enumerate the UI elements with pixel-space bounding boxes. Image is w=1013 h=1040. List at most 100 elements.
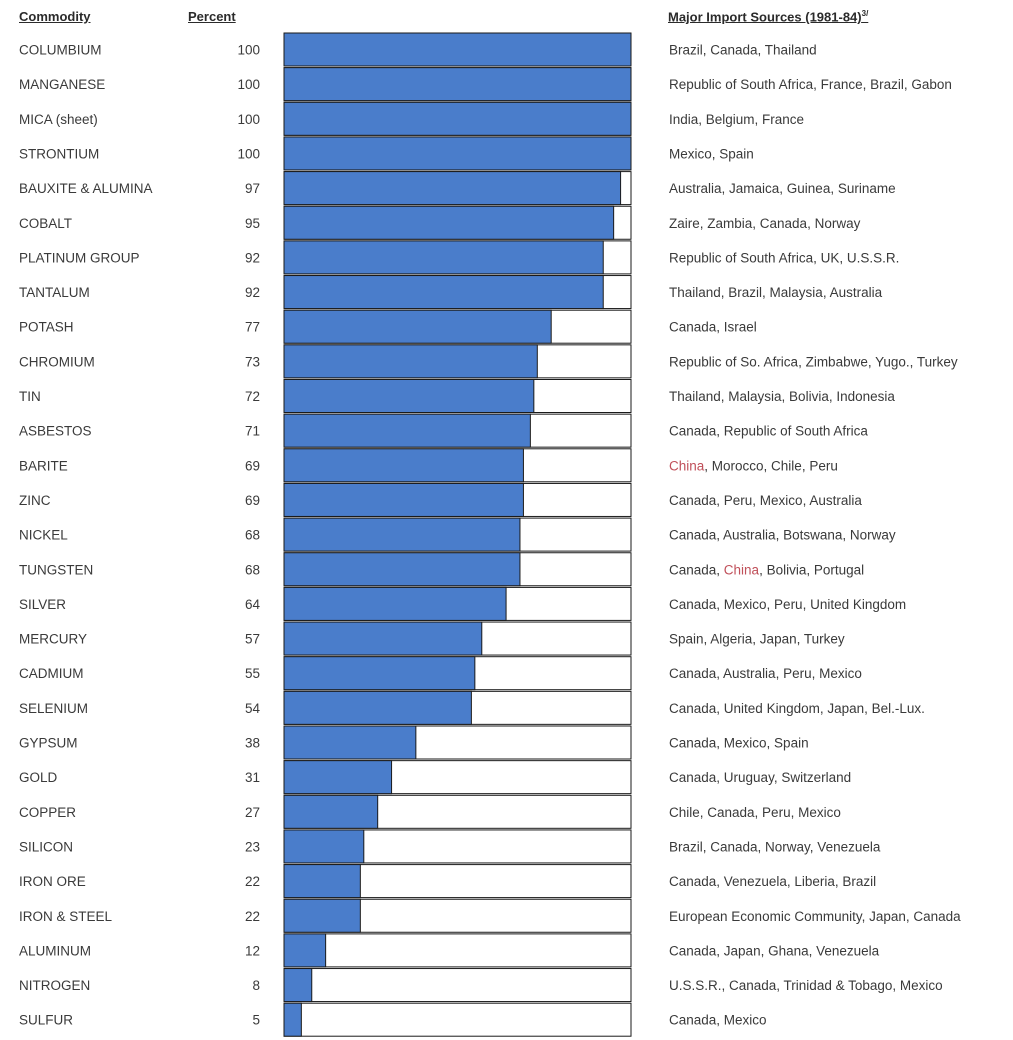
commodity-label: NICKEL bbox=[19, 528, 68, 543]
source-text: Canada, bbox=[669, 562, 724, 577]
percent-label: 54 bbox=[245, 701, 261, 716]
bar bbox=[283, 205, 615, 240]
import-sources-label: Canada, Mexico, Peru, United Kingdom bbox=[669, 597, 906, 612]
import-sources-label: Mexico, Spain bbox=[669, 146, 754, 161]
commodity-row: CHROMIUM 73 Republic of So. Africa, Zimbab… bbox=[19, 344, 958, 379]
bar bbox=[283, 379, 535, 413]
commodity-label: SELENIUM bbox=[19, 701, 88, 716]
commodity-row: SILICON 23 Brazil, Canada, Norway, Venezue… bbox=[19, 829, 881, 864]
percent-label: 73 bbox=[245, 354, 260, 369]
source-text: , Bolivia, Portugal bbox=[759, 562, 864, 577]
commodity-row: IRON ORE 22 Canada, Venezuela, Liberia, Br… bbox=[19, 864, 876, 899]
source-text: Thailand, Brazil, Malaysia, Australia bbox=[669, 285, 883, 300]
bar bbox=[283, 67, 632, 102]
bar bbox=[283, 482, 524, 517]
import-sources-label: Canada, Uruguay, Switzerland bbox=[669, 770, 851, 785]
commodity-row: ASBESTOS 71 Canada, Republic of South Afri… bbox=[19, 413, 868, 448]
bar bbox=[283, 864, 361, 899]
commodity-label: NITROGEN bbox=[19, 978, 90, 993]
bar bbox=[283, 1002, 302, 1037]
commodity-row: COBALT 95 Zaire, Zambia, Canada, Norway bbox=[19, 205, 861, 240]
percent-column-header: Percent bbox=[188, 9, 236, 24]
commodity-label: ALUMINUM bbox=[19, 943, 91, 958]
import-sources-label: Australia, Jamaica, Guinea, Suriname bbox=[669, 181, 896, 196]
commodity-label: ZINC bbox=[19, 493, 51, 508]
bar bbox=[283, 309, 552, 344]
source-text: Mexico, Spain bbox=[669, 146, 754, 161]
commodity-row: NITROGEN 8 U.S.S.R., Canada, Trinidad & To… bbox=[19, 968, 943, 1003]
percent-label: 27 bbox=[245, 805, 260, 820]
source-text: Canada, Australia, Botswana, Norway bbox=[669, 528, 896, 543]
import-sources-label: Canada, Peru, Mexico, Australia bbox=[669, 493, 862, 508]
source-text: European Economic Community, Japan, Cana… bbox=[669, 909, 961, 924]
source-text: Canada, Japan, Ghana, Venezuela bbox=[669, 943, 880, 958]
percent-label: 100 bbox=[237, 77, 260, 92]
bar bbox=[283, 32, 632, 67]
commodity-label: STRONTIUM bbox=[19, 146, 99, 161]
source-text: Chile, Canada, Peru, Mexico bbox=[669, 805, 841, 820]
bar-track bbox=[283, 968, 632, 1003]
bar-track bbox=[283, 1002, 632, 1037]
bar bbox=[283, 656, 476, 691]
percent-label: 22 bbox=[245, 874, 260, 889]
import-sources-label: India, Belgium, France bbox=[669, 112, 804, 127]
import-sources-label: Canada, Venezuela, Liberia, Brazil bbox=[669, 874, 876, 889]
import-sources-label: Chile, Canada, Peru, Mexico bbox=[669, 805, 841, 820]
commodity-label: SILICON bbox=[19, 839, 73, 854]
source-text: Australia, Jamaica, Guinea, Suriname bbox=[669, 181, 896, 196]
import-sources-label: European Economic Community, Japan, Cana… bbox=[669, 909, 961, 924]
import-sources-label: Republic of South Africa, UK, U.S.S.R. bbox=[669, 250, 899, 265]
import-sources-label: Canada, Israel bbox=[669, 320, 757, 335]
commodity-row: GYPSUM 38 Canada, Mexico, Spain bbox=[19, 725, 809, 760]
percent-label: 31 bbox=[245, 770, 260, 785]
percent-label: 100 bbox=[237, 146, 260, 161]
import-sources-label: Canada, United Kingdom, Japan, Bel.-Lux. bbox=[669, 701, 925, 716]
percent-label: 57 bbox=[245, 632, 260, 647]
source-text: , Morocco, Chile, Peru bbox=[704, 458, 838, 473]
import-sources-label: Thailand, Brazil, Malaysia, Australia bbox=[669, 285, 883, 300]
commodity-row: BAUXITE & ALUMINA 97 Australia, Jamaica, G… bbox=[19, 171, 896, 206]
source-text: Canada, United Kingdom, Japan, Bel.-Lux. bbox=[669, 701, 925, 716]
commodity-label: COBALT bbox=[19, 216, 72, 231]
percent-label: 77 bbox=[245, 320, 260, 335]
bar bbox=[283, 794, 379, 829]
commodity-row: COLUMBIUM 100 Brazil, Canada, Thailand bbox=[19, 32, 817, 67]
source-text: U.S.S.R., Canada, Trinidad & Tobago, Mex… bbox=[669, 978, 943, 993]
commodity-label: SULFUR bbox=[19, 1013, 73, 1028]
source-text: Thailand, Malaysia, Bolivia, Indonesia bbox=[669, 389, 895, 404]
bar bbox=[283, 898, 361, 933]
commodity-label: COPPER bbox=[19, 805, 76, 820]
commodity-label: BARITE bbox=[19, 458, 68, 473]
commodity-row: BARITE 69 China, Morocco, Chile, Peru bbox=[19, 448, 838, 483]
commodity-label: IRON & STEEL bbox=[19, 909, 113, 924]
bar bbox=[283, 344, 538, 379]
bar bbox=[283, 448, 524, 483]
commodity-column-header: Commodity bbox=[19, 9, 91, 24]
commodity-label: MERCURY bbox=[19, 632, 87, 647]
percent-label: 64 bbox=[245, 597, 261, 612]
source-text: Brazil, Canada, Norway, Venezuela bbox=[669, 839, 881, 854]
commodity-row: CADMIUM 55 Canada, Australia, Peru, Mexico bbox=[19, 656, 862, 691]
percent-label: 71 bbox=[245, 424, 260, 439]
bar bbox=[283, 586, 507, 621]
bar bbox=[283, 621, 483, 656]
bar bbox=[283, 413, 531, 448]
commodity-label: BAUXITE & ALUMINA bbox=[19, 181, 153, 196]
source-text: Canada, Venezuela, Liberia, Brazil bbox=[669, 874, 876, 889]
commodity-row: TUNGSTEN 68 Canada, China, Bolivia, Portug… bbox=[19, 552, 864, 587]
commodity-label: MICA (sheet) bbox=[19, 112, 98, 127]
commodity-row: POTASH 77 Canada, Israel bbox=[19, 309, 757, 344]
commodity-label: GYPSUM bbox=[19, 736, 78, 751]
source-text: Canada, Uruguay, Switzerland bbox=[669, 770, 851, 785]
commodity-row: STRONTIUM 100 Mexico, Spain bbox=[19, 136, 754, 171]
import-sources-label: Canada, Republic of South Africa bbox=[669, 424, 868, 439]
bar bbox=[283, 760, 393, 795]
commodity-label: TANTALUM bbox=[19, 285, 90, 300]
percent-label: 23 bbox=[245, 839, 260, 854]
commodity-row: COPPER 27 Chile, Canada, Peru, Mexico bbox=[19, 794, 841, 829]
import-sources-label: Spain, Algeria, Japan, Turkey bbox=[669, 632, 845, 647]
import-sources-label: Canada, Mexico bbox=[669, 1013, 767, 1028]
commodity-label: MANGANESE bbox=[19, 77, 105, 92]
commodity-row: SULFUR 5 Canada, Mexico bbox=[19, 1002, 767, 1037]
